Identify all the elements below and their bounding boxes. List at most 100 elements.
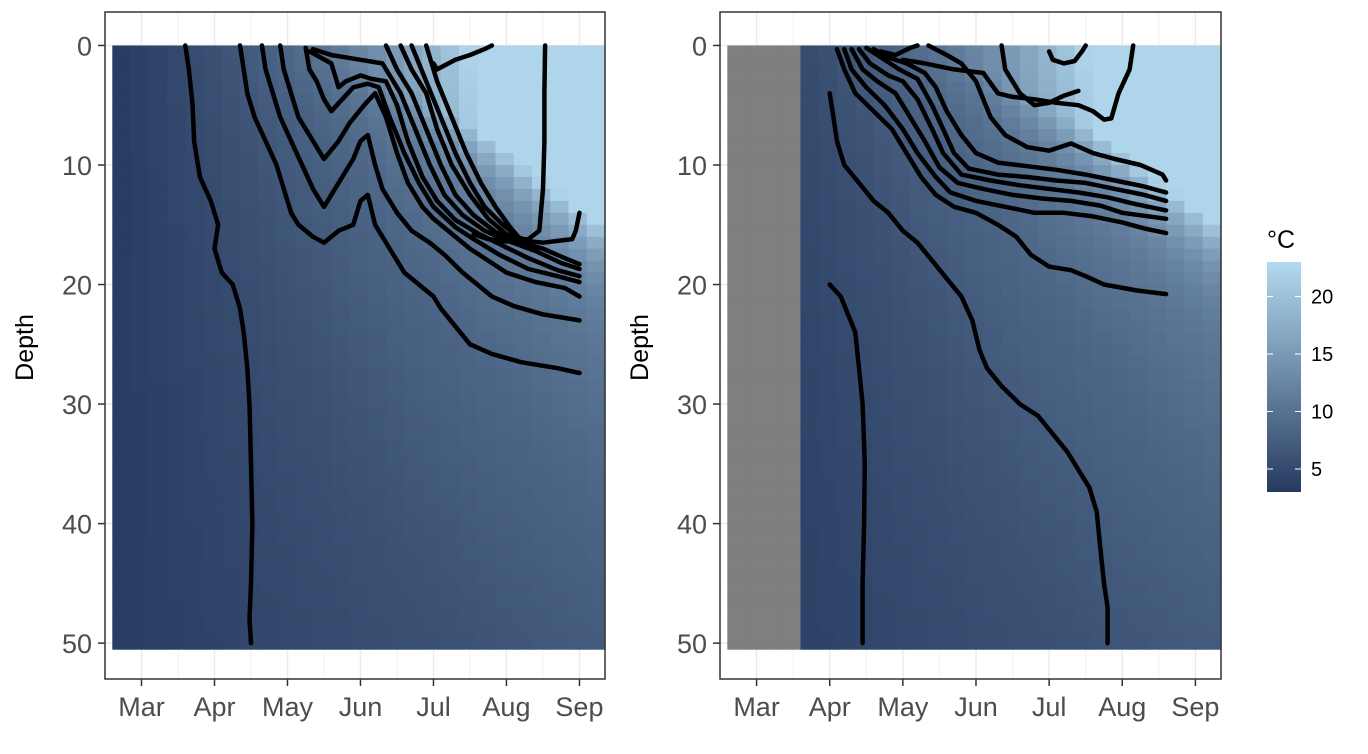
right-heatmap-tile <box>1111 416 1131 429</box>
left-heatmap-tile <box>440 619 460 632</box>
left-heatmap-tile <box>294 284 314 298</box>
right-heatmap-tile <box>727 117 747 130</box>
right-heatmap-tile <box>818 236 838 250</box>
right-heatmap-tile <box>1001 427 1021 441</box>
left-heatmap-tile <box>440 45 460 59</box>
left-heatmap-tile <box>221 105 241 118</box>
left-heatmap-tile <box>477 463 497 477</box>
right-heatmap-tile <box>1001 583 1021 596</box>
left-heatmap-tile <box>386 380 405 393</box>
left-heatmap-tile <box>276 284 296 298</box>
left-heatmap-tile <box>167 427 186 441</box>
right-heatmap-tile <box>727 356 747 369</box>
right-heatmap-tile <box>855 392 875 405</box>
right-heatmap-tile <box>1093 332 1112 345</box>
left-heatmap-tile <box>313 176 332 190</box>
right-heatmap-tile <box>1074 404 1094 417</box>
left-heatmap-tile <box>130 236 150 250</box>
left-heatmap-tile <box>203 523 223 537</box>
right-heatmap-tile <box>873 547 893 561</box>
left-heatmap-tile <box>221 332 241 345</box>
left-heatmap-tile <box>167 595 186 608</box>
right-heatmap-tile <box>800 643 820 650</box>
left-heatmap-tile <box>386 368 405 381</box>
left-heatmap-tile <box>568 404 588 417</box>
left-heatmap-tile <box>477 499 497 513</box>
left-heatmap-tile <box>276 499 296 513</box>
right-heatmap-tile <box>873 272 893 286</box>
right-heatmap-tile <box>1001 284 1021 298</box>
left-heatmap-tile <box>276 392 296 405</box>
left-heatmap-tile <box>167 117 186 130</box>
right-heatmap-tile <box>1129 93 1149 106</box>
right-y-tick-label: 40 <box>677 510 707 540</box>
right-heatmap-tile <box>1074 320 1094 333</box>
right-heatmap-tile <box>745 356 765 369</box>
right-heatmap-tile <box>1129 547 1149 561</box>
right-heatmap-tile <box>1202 547 1222 561</box>
left-heatmap-tile <box>495 511 515 525</box>
left-heatmap-tile <box>459 284 478 298</box>
left-heatmap-tile <box>313 392 332 405</box>
right-heatmap-tile <box>782 260 802 274</box>
right-heatmap-tile <box>782 212 802 226</box>
right-heatmap-tile <box>818 475 838 489</box>
right-heatmap-tile <box>745 248 765 262</box>
left-heatmap-tile <box>167 81 186 94</box>
left-heatmap-tile <box>112 404 132 417</box>
left-heatmap-tile <box>586 583 606 596</box>
right-heatmap-tile <box>1001 368 1021 381</box>
right-heatmap-tile <box>1184 129 1204 142</box>
right-heatmap-tile <box>928 320 948 333</box>
left-heatmap-tile <box>404 212 424 226</box>
left-heatmap-tile <box>221 643 241 650</box>
right-heatmap-tile <box>745 129 765 142</box>
right-heatmap-tile <box>1129 236 1149 250</box>
right-heatmap-tile <box>745 57 765 70</box>
right-heatmap-tile <box>818 344 838 357</box>
right-heatmap-tile <box>1001 260 1021 274</box>
left-heatmap-tile <box>568 439 588 453</box>
right-heatmap-tile <box>928 368 948 381</box>
left-heatmap-tile <box>550 643 570 650</box>
right-heatmap-tile <box>1093 320 1112 333</box>
left-heatmap-tile <box>185 583 205 596</box>
left-heatmap-tile <box>258 356 278 369</box>
left-heatmap-tile <box>331 475 351 489</box>
right-heatmap-tile <box>891 487 911 501</box>
left-heatmap-tile <box>203 511 223 525</box>
left-heatmap-tile <box>513 619 533 632</box>
right-heatmap-tile <box>837 439 856 453</box>
left-heatmap-tile <box>586 380 606 393</box>
right-heatmap-tile <box>727 344 747 357</box>
left-heatmap-tile <box>459 260 478 274</box>
left-heatmap-tile <box>568 451 588 465</box>
right-heatmap-tile <box>837 404 856 417</box>
left-heatmap-tile <box>349 224 369 238</box>
right-heatmap-tile <box>1019 332 1039 345</box>
left-heatmap-tile <box>130 165 150 178</box>
left-heatmap-tile <box>185 45 205 59</box>
right-y-tick-label: 10 <box>677 151 707 181</box>
right-heatmap-tile <box>928 332 948 345</box>
left-heatmap-tile <box>221 475 241 489</box>
right-heatmap-tile <box>1147 416 1167 429</box>
left-heatmap-tile <box>550 619 570 632</box>
right-heatmap-tile <box>910 619 930 632</box>
left-heatmap-tile <box>586 416 606 429</box>
right-heatmap-tile <box>1056 619 1076 632</box>
right-heatmap-tile <box>1202 248 1222 262</box>
left-heatmap-tile <box>148 595 168 608</box>
right-heatmap-tile <box>1001 523 1021 537</box>
left-heatmap-tile <box>367 571 387 584</box>
left-heatmap-tile <box>568 571 588 584</box>
left-heatmap-tile <box>386 595 405 608</box>
right-heatmap-tile <box>1111 631 1131 644</box>
right-heatmap-tile <box>1166 511 1186 525</box>
right-contour-line-5 <box>856 46 1169 213</box>
left-heatmap-tile <box>550 404 570 417</box>
left-heatmap-tile <box>313 416 332 429</box>
left-heatmap-tile <box>586 607 606 620</box>
left-heatmap-tile <box>294 260 314 274</box>
left-heatmap-tile <box>203 117 223 130</box>
